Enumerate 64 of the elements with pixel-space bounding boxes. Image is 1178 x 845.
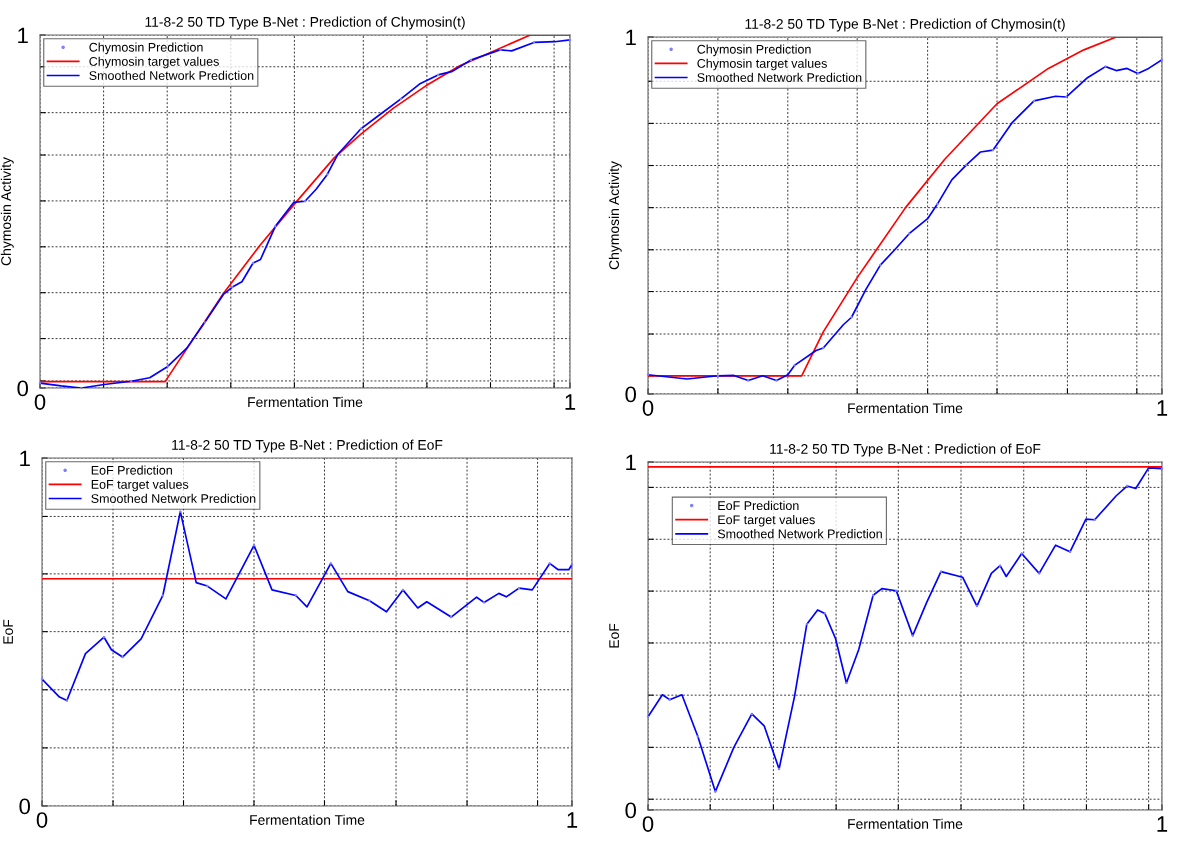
point bbox=[668, 698, 671, 701]
point bbox=[570, 563, 574, 566]
x-tick-label: 0 bbox=[642, 816, 654, 832]
legend-label: Smoothed Network Prediction bbox=[91, 493, 256, 503]
legend-label: Smoothed Network Prediction bbox=[89, 70, 254, 80]
chart-title: 11-8-2 50 TD Type B-Net : Prediction of EoF bbox=[172, 439, 443, 453]
point bbox=[793, 364, 796, 367]
point bbox=[714, 790, 717, 793]
point bbox=[121, 655, 124, 659]
legend-label: EoF Prediction bbox=[718, 500, 799, 510]
point bbox=[1020, 552, 1023, 555]
x-tick-label: 0 bbox=[34, 394, 46, 410]
chart-title: 11-8-2 50 TD Type B-Net : Prediction of Chymosin(t) bbox=[145, 16, 465, 30]
y-axis-title: Chymosin Activity bbox=[608, 161, 622, 270]
legend-label: Smoothed Network Prediction bbox=[717, 529, 882, 539]
legend-label: Chymosin target values bbox=[697, 58, 827, 71]
y-axis-title: EoF bbox=[609, 623, 620, 648]
y-tick-label: 1 bbox=[626, 29, 636, 46]
legend-label: Chymosin target values bbox=[89, 56, 219, 69]
y-tick-label: 1 bbox=[20, 450, 30, 467]
point bbox=[1104, 65, 1107, 68]
y-tick-label: 0 bbox=[17, 380, 29, 397]
x-axis-title: Fermentation Time bbox=[848, 402, 963, 414]
x-tick-label: 0 bbox=[642, 400, 654, 416]
x-tick-label: 0 bbox=[36, 812, 48, 828]
point bbox=[1093, 518, 1096, 521]
x-tick-label: 1 bbox=[1157, 400, 1168, 416]
y-tick-label: 1 bbox=[626, 454, 636, 471]
line-series bbox=[42, 510, 572, 702]
legend-label: EoF target values bbox=[91, 479, 189, 492]
x-axis-title: Fermentation Time bbox=[848, 818, 963, 829]
point bbox=[747, 379, 750, 382]
legend-label: Chymosin Prediction bbox=[697, 44, 811, 57]
x-axis-title: Fermentation Time bbox=[248, 396, 363, 408]
y-tick-label: 1 bbox=[18, 27, 28, 44]
chart-title: 11-8-2 50 TD Type B-Net : Prediction of Chymosin(t) bbox=[745, 18, 1065, 32]
x-tick-label: 1 bbox=[567, 812, 578, 828]
legend-label: Chymosin Prediction bbox=[89, 42, 203, 55]
x-axis-title: Fermentation Time bbox=[250, 814, 365, 825]
point bbox=[179, 510, 182, 513]
y-axis-title: EoF bbox=[3, 619, 14, 644]
x-tick-label: 1 bbox=[1157, 816, 1168, 832]
y-axis-title: Chymosin Activity bbox=[0, 157, 14, 266]
legend-label: EoF Prediction bbox=[91, 465, 172, 475]
point bbox=[823, 612, 827, 615]
chart-title: 11-8-2 50 TD Type B-Net : Prediction of EoF bbox=[770, 443, 1041, 457]
point bbox=[911, 634, 914, 637]
line-series bbox=[648, 467, 1162, 793]
y-tick-label: 0 bbox=[19, 798, 31, 815]
point bbox=[499, 48, 502, 52]
point bbox=[696, 735, 700, 738]
point bbox=[1136, 72, 1140, 75]
point bbox=[532, 41, 536, 44]
point bbox=[775, 379, 778, 382]
point bbox=[329, 562, 333, 565]
point bbox=[368, 599, 371, 602]
legend-label: EoF target values bbox=[718, 514, 815, 527]
point bbox=[294, 594, 298, 597]
point bbox=[359, 127, 363, 130]
point bbox=[65, 699, 69, 702]
point bbox=[161, 594, 165, 597]
x-tick-label: 1 bbox=[565, 394, 576, 410]
point bbox=[939, 570, 943, 573]
legend-label: Smoothed Network Prediction bbox=[697, 72, 862, 82]
